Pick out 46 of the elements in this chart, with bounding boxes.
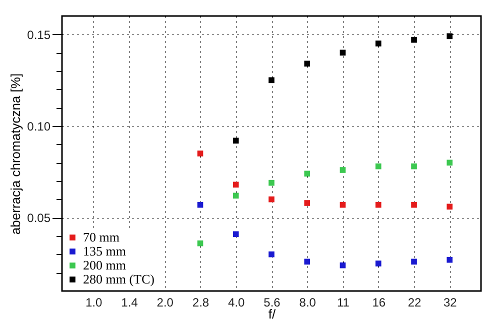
x-tick-label: 2.8	[192, 296, 210, 310]
legend-label: 280 mm (TC)	[83, 272, 154, 286]
point	[304, 258, 310, 265]
point	[197, 150, 204, 156]
point	[411, 163, 417, 170]
point	[411, 36, 417, 43]
point	[304, 170, 310, 177]
y-tick-label: 0.05	[27, 211, 51, 226]
point	[268, 180, 274, 186]
point	[446, 160, 453, 166]
point	[304, 60, 310, 67]
x-tick-label: 1.4	[121, 296, 138, 310]
y-tick-label: 0.15	[27, 28, 51, 42]
point	[446, 256, 453, 263]
x-tick-label: 1.0	[86, 296, 103, 310]
x-tick-label: 4.0	[228, 296, 246, 310]
point	[411, 202, 417, 208]
point	[375, 202, 382, 208]
legend-label: 135 mm	[83, 244, 126, 258]
y-tick-label: 0.10	[27, 120, 51, 134]
x-tick-label: 32	[443, 296, 458, 310]
point	[446, 33, 453, 40]
x-tick-label: 11	[337, 296, 350, 310]
point	[446, 204, 453, 210]
point	[375, 40, 382, 46]
legend-label: 200 mm	[83, 258, 126, 272]
x-tick-label: 16	[372, 296, 386, 310]
point	[232, 182, 239, 188]
x-axis-title: f/	[268, 306, 276, 322]
point	[375, 163, 382, 170]
point	[268, 77, 274, 84]
point	[232, 231, 239, 238]
y-axis-title: aberracja chromatyczna [%]	[8, 73, 24, 235]
x-tick-label: 8.0	[299, 296, 316, 310]
point	[411, 258, 417, 265]
point	[268, 196, 274, 202]
point	[340, 167, 346, 173]
point	[375, 260, 382, 266]
x-tick-label: 22	[408, 296, 422, 310]
point	[232, 138, 239, 144]
x-tick-label: 5.6	[264, 296, 281, 310]
point	[304, 200, 310, 206]
point	[268, 251, 274, 258]
point	[232, 192, 239, 199]
x-tick-label: 2.0	[156, 296, 174, 310]
legend-label: 70 mm	[83, 230, 120, 244]
